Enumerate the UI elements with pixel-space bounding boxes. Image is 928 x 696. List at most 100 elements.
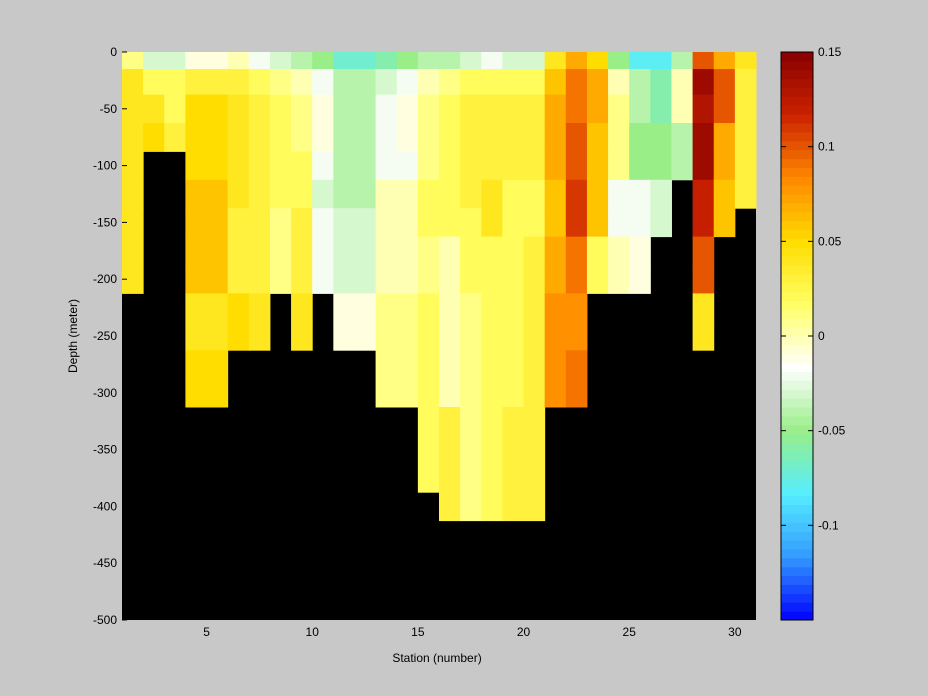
heatmap-cell [164,69,186,96]
heatmap-cell [396,151,419,181]
heatmap-cell [544,350,567,380]
heatmap-cell [734,179,757,209]
heatmap-cell [460,208,482,238]
heatmap-cell [291,208,313,238]
heatmap-cell [481,463,503,493]
y-tick-label: -150 [93,215,117,229]
heatmap-cell [185,265,208,294]
colorbar-tick-label: -0.1 [818,518,839,532]
heatmap-cell [734,151,757,181]
heatmap-cell [227,123,250,152]
heatmap-cell [143,52,165,70]
heatmap-cell [544,151,567,181]
heatmap-cell [227,236,250,266]
heatmap-cell [629,52,651,70]
heatmap-cell [269,52,292,70]
heatmap-cell [692,123,715,152]
heatmap-cell [269,151,292,181]
heatmap-cell [544,293,567,323]
heatmap-cell [333,94,355,124]
colorbar-band [781,114,813,124]
heatmap-cell [439,492,461,522]
heatmap-cell [692,265,715,294]
heatmap-cell [248,293,271,323]
heatmap-cell [417,293,440,323]
heatmap-cell [396,208,419,238]
heatmap-cell [439,94,461,124]
heatmap-cell [291,123,313,152]
heatmap-cell [586,179,609,209]
x-tick-label: 15 [411,625,425,639]
heatmap-cell [206,123,229,152]
heatmap-cell [481,435,503,465]
heatmap-cell [354,123,377,152]
heatmap-cell [544,321,567,351]
heatmap-cell [312,123,334,152]
colorbar-band [781,478,813,488]
heatmap-cell [692,69,715,96]
heatmap-cell [206,321,229,351]
colorbar-band [781,522,813,532]
heatmap-cell [713,52,736,70]
heatmap-cell [586,52,609,70]
heatmap-cell [185,94,208,124]
heatmap-cell [312,69,334,96]
heatmap-cell [122,179,144,209]
heatmap-cell [544,236,567,266]
heatmap-cell [460,492,482,522]
plot-area [122,52,757,620]
y-tick-label: -350 [93,443,117,457]
heatmap-cell [417,378,440,408]
colorbar-tick-label: 0.15 [818,45,842,59]
heatmap-cell [565,265,588,294]
heatmap-cell [291,52,313,70]
colorbar-band [781,273,813,284]
heatmap-cell [439,236,461,266]
colorbar-band [781,415,813,426]
heatmap-cell [734,94,757,124]
heatmap-cell [671,94,694,124]
heatmap-cell [354,69,377,96]
heatmap-cell [439,265,461,294]
heatmap-cell [248,321,271,351]
heatmap-cell [481,151,503,181]
heatmap-cell [312,265,334,294]
heatmap-cell [227,69,250,96]
colorbar-band [781,123,813,133]
heatmap-cell [460,52,482,70]
heatmap-cell [206,236,229,266]
heatmap-cell [565,236,588,266]
heatmap-cell [375,52,398,70]
heatmap-cell [122,69,144,96]
heatmap-cell [523,123,546,152]
heatmap-cell [333,52,355,70]
heatmap-cell [460,151,482,181]
heatmap-cell [586,123,609,152]
heatmap-cell [396,321,419,351]
heatmap-cell [523,151,546,181]
heatmap-cell [439,407,461,436]
heatmap-cell [354,321,377,351]
heatmap-cell [523,350,546,380]
colorbar-band [781,185,813,195]
heatmap-cell [143,69,165,96]
heatmap-cell [460,463,482,493]
heatmap-cell [650,52,672,70]
colorbar-band [781,158,813,168]
heatmap-cell [523,236,546,266]
heatmap-cell [565,378,588,408]
heatmap-cell [544,94,567,124]
heatmap-cell [502,435,525,465]
heatmap-cell [333,321,355,351]
x-tick-label: 10 [306,625,320,639]
heatmap-cell [269,265,292,294]
heatmap-cell [269,69,292,96]
heatmap-cell [375,123,398,152]
heatmap-cell [460,123,482,152]
heatmap-cell [291,94,313,124]
heatmap-cell [565,321,588,351]
colorbar-band [781,60,813,71]
colorbar-band [781,486,813,497]
heatmap-cell [565,350,588,380]
heatmap-cell [629,151,651,181]
